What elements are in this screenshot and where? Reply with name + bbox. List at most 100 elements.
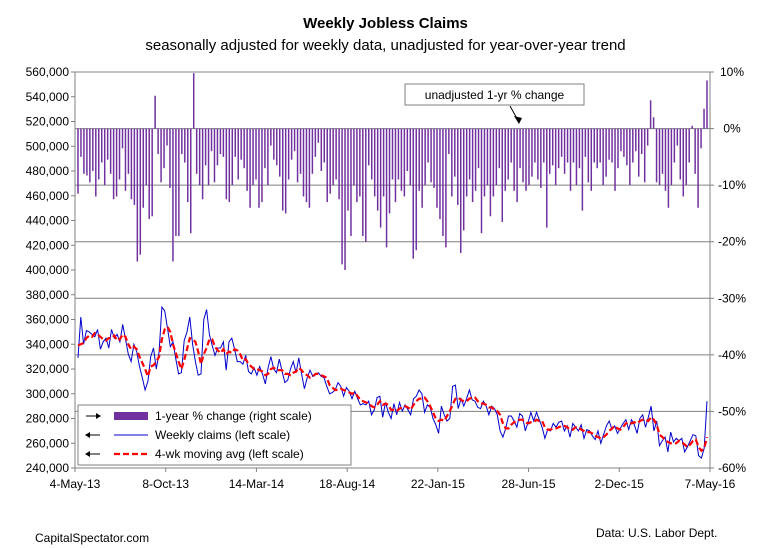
bar (382, 128, 385, 197)
bar (397, 128, 400, 180)
right-tick-label: -60% (718, 461, 746, 475)
x-tick-label: 22-Jan-15 (411, 477, 465, 491)
bar (317, 128, 320, 143)
legend-label: Weekly claims (left scale) (155, 428, 290, 442)
bar (195, 128, 198, 174)
bar (341, 128, 343, 265)
bar (560, 128, 563, 157)
bar (495, 128, 498, 186)
bar (643, 128, 646, 183)
bar (89, 128, 91, 183)
bar (329, 128, 331, 194)
bar (664, 128, 667, 191)
bar (575, 128, 578, 186)
data-source: Data: U.S. Labor Dept. (596, 526, 718, 540)
bar (480, 128, 483, 234)
bar (80, 128, 82, 157)
bar (617, 128, 619, 169)
bar (661, 128, 664, 174)
bar (323, 128, 325, 163)
bar (249, 128, 251, 208)
bar (359, 128, 361, 197)
weekly-claims-line (77, 305, 708, 460)
bar (424, 128, 426, 186)
bar (385, 128, 388, 248)
bar (201, 128, 204, 200)
axes: 560,000 540,000 520,000 500,000 480,000 460,0… (26, 65, 747, 491)
bar (240, 128, 242, 160)
line-series (77, 305, 709, 460)
left-tick-label: 320,000 (26, 362, 70, 376)
bar (546, 128, 548, 228)
bar (451, 128, 453, 197)
bar (148, 128, 150, 220)
bar (652, 117, 655, 129)
bar (281, 128, 284, 211)
bar (314, 128, 317, 157)
bar (566, 128, 569, 163)
left-tick-label: 500,000 (26, 139, 70, 153)
bar (77, 128, 79, 194)
bar (154, 95, 156, 129)
bar (667, 128, 670, 208)
bar (596, 128, 598, 169)
bar (83, 128, 85, 174)
bar (531, 128, 533, 177)
x-tick-label: 18-Aug-14 (319, 477, 375, 491)
bar (234, 128, 236, 157)
bar (302, 128, 305, 197)
left-tick-label: 420,000 (26, 238, 70, 252)
annotation-arrowhead (514, 116, 522, 124)
bar (204, 128, 207, 166)
bar (192, 73, 195, 129)
bar (605, 128, 607, 177)
bar (219, 128, 222, 155)
bar (365, 128, 367, 242)
bar (326, 128, 328, 203)
bar (602, 128, 604, 186)
bar (655, 128, 658, 183)
bar (412, 128, 415, 259)
bar (267, 128, 269, 186)
bar (593, 128, 595, 163)
bar (190, 128, 192, 234)
bar (468, 128, 471, 180)
bar (483, 128, 486, 197)
bar (338, 128, 340, 200)
bar (100, 128, 103, 163)
bar (255, 128, 257, 180)
x-tick-label: 28-Jun-15 (502, 477, 556, 491)
bar (124, 128, 127, 191)
bar (409, 128, 412, 186)
legend-arrowhead (85, 451, 90, 457)
bar (335, 128, 337, 180)
bar (296, 128, 299, 183)
bar (258, 128, 260, 208)
bar (95, 128, 97, 197)
left-tick-label: 480,000 (26, 164, 70, 178)
bar (572, 128, 575, 163)
bar (507, 128, 509, 180)
bar (516, 128, 518, 203)
bar (293, 128, 296, 152)
bar (279, 128, 281, 177)
bar (92, 128, 94, 171)
bar (106, 128, 109, 160)
bar (442, 128, 444, 237)
bar (623, 128, 625, 157)
bar (540, 128, 542, 188)
annotation-text: unadjusted 1-yr % change (425, 88, 565, 102)
bar (498, 128, 501, 169)
bar (427, 128, 429, 163)
bar (635, 128, 637, 152)
bar (403, 128, 406, 197)
bar (261, 128, 263, 203)
bar (418, 128, 420, 191)
bar (86, 128, 88, 176)
bar (388, 128, 391, 214)
bar (216, 128, 219, 166)
left-tick-label: 360,000 (26, 313, 70, 327)
left-tick-label: 460,000 (26, 189, 70, 203)
bar (305, 128, 308, 203)
bar (353, 128, 355, 186)
